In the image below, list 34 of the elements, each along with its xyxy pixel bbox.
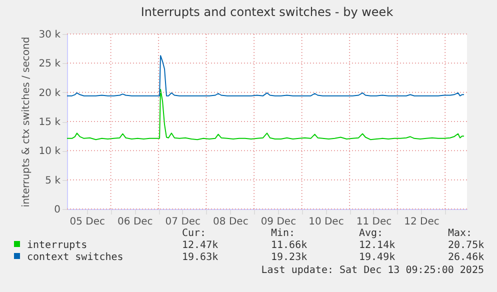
legend-label: interrupts xyxy=(27,240,88,251)
x-tick-label: 08 Dec xyxy=(213,216,248,228)
y-tick-label: 10 k xyxy=(38,146,61,158)
x-tick-label: 07 Dec xyxy=(165,216,201,228)
y-tick-label: 25 k xyxy=(38,58,61,70)
y-tick-label: 20 k xyxy=(38,88,61,99)
y-tick-label: 15 k xyxy=(38,117,61,128)
y-tick-label: 0 xyxy=(54,204,60,216)
x-tick-label: 10 Dec xyxy=(308,216,344,228)
text: Max: xyxy=(448,228,472,239)
text: 19.49k xyxy=(359,252,396,263)
text: 11.66k xyxy=(271,240,308,251)
x-tick-label: 06 Dec xyxy=(118,216,153,228)
y-tick-label: 30 k xyxy=(38,30,61,40)
y-tick-label: 5 k xyxy=(45,175,61,186)
x-tick-label: 05 Dec xyxy=(70,216,106,228)
y-axis-title: interrupts & ctx switches / second xyxy=(20,36,32,208)
text: 12.14k xyxy=(359,240,396,251)
line-series xyxy=(66,55,465,96)
text: 19.63k xyxy=(182,252,218,263)
x-tick-label: 09 Dec xyxy=(260,216,296,228)
text: 12.47k xyxy=(182,240,218,251)
text: 26.46k xyxy=(448,252,484,263)
chart-title: Interrupts and context switches - by week xyxy=(140,5,394,19)
text: Avg: xyxy=(359,228,384,239)
text: Min: xyxy=(271,228,296,239)
text: 20.75k xyxy=(448,240,484,251)
x-tick-label: 12 Dec xyxy=(404,216,440,228)
line-series xyxy=(66,88,465,140)
legend-label: context switches xyxy=(27,252,124,263)
x-tick-label: 11 Dec xyxy=(356,216,392,228)
text: Last update: Sat Dec 13 09:25:00 2025 xyxy=(261,265,484,276)
text: Cur: xyxy=(182,228,206,239)
text: 19.23k xyxy=(271,252,308,263)
